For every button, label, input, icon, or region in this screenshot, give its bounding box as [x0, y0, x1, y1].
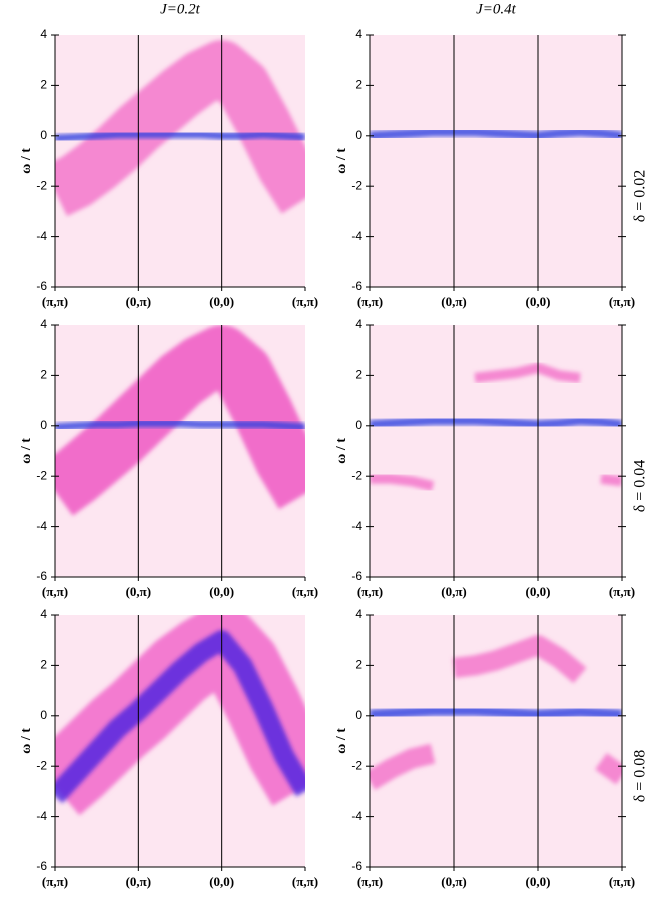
x-tick-label: (π,π) — [292, 584, 318, 599]
y-tick-label: -4 — [351, 809, 362, 823]
y-tick-label: 2 — [40, 78, 47, 92]
y-tick-label: -4 — [36, 229, 47, 243]
y-tick-label: -6 — [351, 859, 362, 873]
x-tick-label: (0,0) — [209, 874, 234, 889]
x-tick-label: (π,π) — [357, 874, 383, 889]
x-tick-label: (0,π) — [126, 874, 152, 889]
x-tick-label: (π,π) — [292, 294, 318, 309]
y-tick-label: -2 — [36, 178, 47, 192]
y-tick-label: -6 — [351, 569, 362, 583]
y-tick-label: -2 — [36, 468, 47, 482]
x-tick-label: (0,0) — [209, 584, 234, 599]
x-tick-label: (0,0) — [526, 584, 551, 599]
row-label: δ = 0.08 — [632, 750, 648, 803]
x-tick-label: (π,π) — [609, 584, 635, 599]
y-axis-label: ω / t — [19, 438, 34, 464]
y-tick-label: 4 — [355, 27, 362, 41]
y-tick-label: -4 — [351, 519, 362, 533]
plot-area — [370, 84, 622, 193]
y-tick-label: 0 — [355, 128, 362, 142]
y-tick-label: 2 — [355, 368, 362, 382]
y-tick-label: -6 — [351, 279, 362, 293]
spectral-band — [55, 325, 305, 516]
plot-area — [55, 325, 305, 516]
spectral-band — [370, 416, 622, 429]
y-axis-label: ω / t — [334, 148, 349, 174]
panel-title: J=0.2t — [160, 1, 201, 17]
y-tick-label: -6 — [36, 279, 47, 293]
row-label: δ = 0.04 — [632, 460, 648, 513]
y-tick-label: -4 — [351, 229, 362, 243]
y-tick-label: 2 — [40, 658, 47, 672]
y-tick-label: 0 — [355, 418, 362, 432]
x-tick-label: (0,π) — [441, 874, 467, 889]
y-tick-label: 4 — [355, 607, 362, 621]
y-tick-label: 0 — [40, 418, 47, 432]
y-tick-label: 4 — [40, 607, 47, 621]
x-tick-label: (0,0) — [526, 294, 551, 309]
x-tick-label: (π,π) — [42, 294, 68, 309]
y-tick-label: -2 — [351, 468, 362, 482]
spectral-band — [370, 705, 622, 720]
y-tick-label: 0 — [40, 128, 47, 142]
x-tick-label: (0,π) — [441, 584, 467, 599]
spectral-band — [370, 127, 622, 141]
spectral-band — [370, 473, 622, 492]
y-axis-label: ω / t — [19, 728, 34, 754]
x-tick-label: (0,0) — [209, 294, 234, 309]
plot-area — [55, 40, 305, 217]
y-tick-label: -4 — [36, 519, 47, 533]
y-tick-label: 2 — [40, 368, 47, 382]
y-tick-label: 0 — [40, 708, 47, 722]
x-tick-label: (0,0) — [526, 874, 551, 889]
y-tick-label: 4 — [40, 317, 47, 331]
x-tick-label: (π,π) — [609, 874, 635, 889]
x-tick-label: (π,π) — [42, 874, 68, 889]
y-axis-label: ω / t — [334, 728, 349, 754]
x-tick-label: (π,π) — [609, 294, 635, 309]
plot-area — [55, 615, 305, 816]
y-tick-label: 4 — [40, 27, 47, 41]
y-tick-label: -2 — [36, 758, 47, 772]
y-axis-label: ω / t — [19, 148, 34, 174]
y-tick-label: -6 — [36, 859, 47, 873]
x-tick-label: (0,π) — [126, 584, 152, 599]
y-axis-label: ω / t — [334, 438, 349, 464]
y-tick-label: -6 — [36, 569, 47, 583]
y-tick-label: 4 — [355, 317, 362, 331]
spectral-band — [55, 130, 305, 143]
spectral-band — [370, 743, 622, 790]
x-tick-label: (π,π) — [357, 584, 383, 599]
x-tick-label: (π,π) — [42, 584, 68, 599]
spectral-band — [452, 635, 587, 684]
plot-background — [370, 35, 622, 287]
spectral-band — [55, 630, 305, 804]
x-tick-label: (π,π) — [357, 294, 383, 309]
spectral-band — [55, 40, 305, 217]
x-tick-label: (π,π) — [292, 874, 318, 889]
row-label: δ = 0.02 — [632, 170, 648, 223]
x-tick-label: (0,π) — [126, 294, 152, 309]
y-tick-label: 0 — [355, 708, 362, 722]
y-tick-label: -4 — [36, 809, 47, 823]
y-tick-label: 2 — [355, 78, 362, 92]
y-tick-label: -2 — [351, 178, 362, 192]
y-tick-label: 2 — [355, 658, 362, 672]
x-tick-label: (0,π) — [441, 294, 467, 309]
panel-title: J=0.4t — [476, 1, 517, 17]
plot-area — [370, 362, 622, 492]
y-tick-label: -2 — [351, 758, 362, 772]
spectral-band — [55, 419, 305, 431]
spectral-band — [474, 362, 581, 383]
plot-area — [370, 635, 622, 790]
plot-background — [370, 325, 622, 577]
